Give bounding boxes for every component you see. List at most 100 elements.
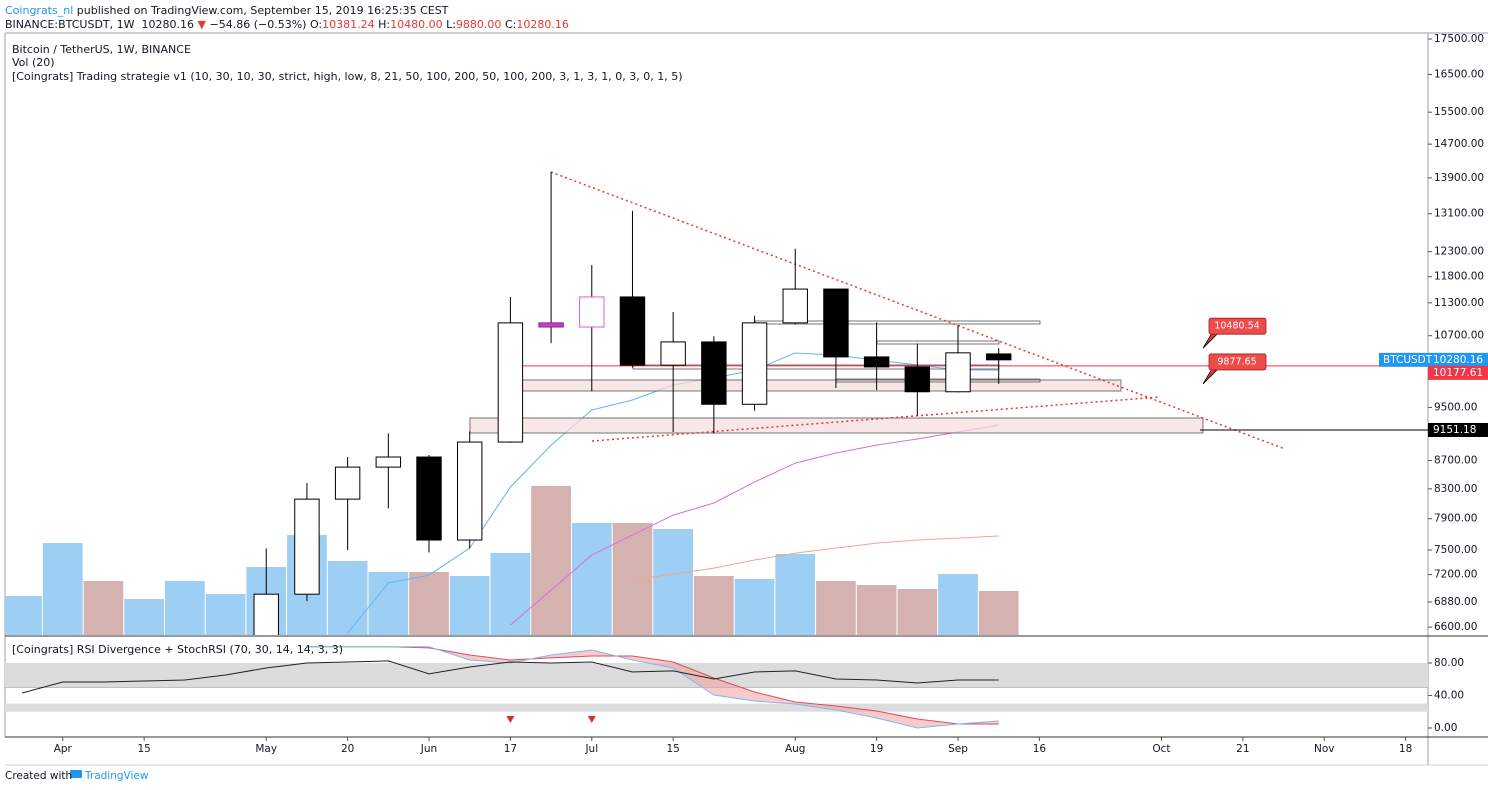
candle-body bbox=[579, 296, 605, 328]
x-tick-label: 20 bbox=[341, 743, 354, 755]
y-tick-label: 6600.00 bbox=[1434, 621, 1477, 633]
volume-bar bbox=[978, 591, 1019, 635]
price-label-box bbox=[1428, 422, 1488, 437]
volume-bar bbox=[124, 599, 165, 635]
callout-box bbox=[1208, 353, 1267, 371]
y-tick-label: 7500.00 bbox=[1434, 544, 1477, 556]
callout-box bbox=[1208, 317, 1267, 335]
volume-bar bbox=[490, 553, 531, 635]
volume-bar bbox=[571, 523, 612, 635]
arrow: ▼ bbox=[197, 18, 206, 31]
frame bbox=[4, 32, 1488, 766]
x-tick-label: Nov bbox=[1314, 743, 1335, 755]
volume-bar bbox=[5, 596, 42, 635]
y-tick-label: 11800.00 bbox=[1434, 271, 1484, 283]
legend-2: [Coingrats] Trading strategie v1 (10, 30… bbox=[12, 70, 683, 83]
price-label: 10280.16 bbox=[1433, 354, 1483, 366]
divergence-signal bbox=[506, 716, 515, 723]
callout-label: 10480.54 bbox=[1214, 321, 1259, 332]
candle-body bbox=[334, 466, 361, 500]
x-tick-label: 17 bbox=[504, 743, 517, 755]
y-tick-label: 17500.00 bbox=[1434, 33, 1484, 45]
candle-body bbox=[538, 322, 564, 328]
volume-bar bbox=[653, 529, 694, 635]
y-tick-label: 8700.00 bbox=[1434, 454, 1477, 466]
x-tick-label: 15 bbox=[137, 743, 150, 755]
y-tick-label: 12300.00 bbox=[1434, 246, 1484, 258]
candle-body bbox=[782, 288, 808, 324]
volume-bar bbox=[897, 589, 938, 635]
candle-body bbox=[456, 441, 483, 541]
y-tick-label: 11300.00 bbox=[1434, 297, 1484, 309]
volume-bar bbox=[531, 486, 571, 635]
x-tick-label: Sep bbox=[948, 743, 968, 755]
candle-body bbox=[701, 341, 727, 405]
y-tick-label: 16500.00 bbox=[1434, 68, 1484, 80]
x-tick-label: Jun bbox=[420, 743, 437, 755]
volume-bar bbox=[205, 594, 246, 635]
rsi-band bbox=[5, 703, 1428, 712]
volume-bar bbox=[938, 574, 978, 635]
rsi-line bbox=[21, 660, 999, 694]
y-tick-label: 8300.00 bbox=[1434, 483, 1477, 495]
candle-body bbox=[253, 593, 279, 635]
x-tick-label: Oct bbox=[1152, 743, 1170, 755]
callout-tail bbox=[1202, 332, 1219, 349]
symbol: BINANCE:BTCUSDT, 1W bbox=[5, 18, 135, 31]
last: 10280.16 bbox=[141, 18, 195, 31]
header-line2: BINANCE:BTCUSDT, 1W 10280.16 ▼ −54.86 (−… bbox=[5, 18, 569, 31]
header-line1: Coingrats_nl published on TradingView.co… bbox=[5, 4, 448, 17]
volume-bar bbox=[368, 572, 409, 635]
volume-bar bbox=[856, 585, 897, 635]
author[interactable]: Coingrats_nl bbox=[5, 4, 74, 17]
volume-bar bbox=[449, 576, 490, 635]
symbol-box bbox=[1379, 352, 1428, 367]
x-tick-label: 16 bbox=[1033, 743, 1047, 755]
candle-body bbox=[741, 322, 768, 405]
l-label: L: bbox=[446, 18, 456, 31]
volume-bar bbox=[734, 579, 775, 635]
x-tick-label: 18 bbox=[1399, 743, 1412, 755]
published: published on TradingView.com, September … bbox=[73, 4, 449, 17]
y-tick-label: 13100.00 bbox=[1434, 208, 1484, 220]
x-tick-label: 19 bbox=[870, 743, 883, 755]
stoch-fill bbox=[306, 646, 999, 728]
o-value: 10381.24 bbox=[322, 18, 375, 31]
volume-bar bbox=[409, 572, 449, 635]
tv-logo bbox=[70, 770, 82, 778]
candle-body bbox=[823, 288, 849, 358]
y-tick-label: 9500.00 bbox=[1434, 401, 1477, 413]
l-value: 9880.00 bbox=[455, 18, 502, 31]
c-value: 10280.16 bbox=[516, 18, 569, 31]
x-tick-label: 15 bbox=[666, 743, 679, 755]
price-label-box bbox=[1428, 365, 1488, 380]
footer-text: Created with bbox=[5, 770, 72, 782]
rsi-tick-label: 80.00 bbox=[1434, 657, 1464, 669]
y-tick-label: 7200.00 bbox=[1434, 569, 1477, 581]
volume-bar bbox=[83, 581, 124, 635]
o-label: O: bbox=[309, 18, 323, 31]
rsi-tick-label: 0.00 bbox=[1434, 722, 1457, 734]
moving-average bbox=[510, 424, 999, 626]
price-label-box bbox=[1428, 352, 1488, 367]
moving-average bbox=[632, 535, 999, 581]
volume-bar bbox=[612, 523, 653, 635]
change: −54.86 (−0.53%) bbox=[209, 18, 307, 31]
y-tick-label: 7900.00 bbox=[1434, 513, 1477, 525]
volume-bar bbox=[165, 581, 205, 635]
candle-body bbox=[660, 341, 686, 366]
stoch-k bbox=[306, 646, 999, 729]
volume-bar bbox=[694, 576, 734, 635]
footer-brand[interactable]: TradingView bbox=[84, 770, 149, 782]
x-tick-label: Apr bbox=[54, 743, 73, 755]
y-tick-label: 6880.00 bbox=[1434, 596, 1477, 608]
y-tick-label: 15500.00 bbox=[1434, 106, 1484, 118]
volume-bar bbox=[775, 554, 816, 635]
h-value: 10480.00 bbox=[390, 18, 443, 31]
candle-body bbox=[619, 296, 646, 366]
x-tick-label: May bbox=[255, 743, 277, 755]
legend-1: Vol (20) bbox=[12, 56, 55, 69]
volume-bar bbox=[816, 581, 856, 635]
